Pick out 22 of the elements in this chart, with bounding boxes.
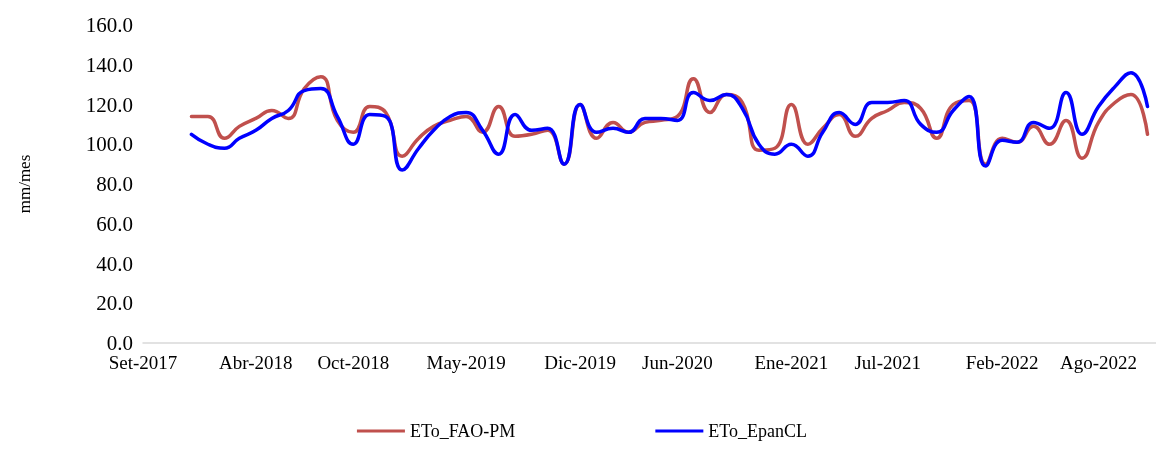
y-tick-label: 80.0 — [96, 172, 133, 196]
x-tick-label: Jun-2020 — [642, 352, 713, 373]
x-tick-label: Abr-2018 — [219, 352, 293, 373]
legend-label: ETo_EpanCL — [708, 421, 808, 441]
x-tick-label: Dic-2019 — [544, 352, 616, 373]
x-tick-label: Ago-2022 — [1059, 352, 1138, 373]
x-tick-label: Set-2017 — [108, 352, 178, 373]
y-tick-label: 20.0 — [96, 291, 133, 316]
x-tick-label: Oct-2018 — [317, 352, 390, 373]
y-tick-label: 100.0 — [85, 132, 133, 157]
x-tick-label: Jul-2021 — [854, 352, 921, 373]
y-tick-label: 120.0 — [85, 92, 133, 117]
y-tick-label: 60.0 — [96, 211, 133, 236]
y-tick-label: 160.0 — [85, 13, 133, 37]
legend-label: ETo_FAO-PM — [409, 421, 516, 441]
x-tick-label: Feb-2022 — [965, 352, 1039, 373]
y-axis-title: mm/mes — [15, 154, 34, 214]
x-tick-label: Ene-2021 — [754, 352, 829, 373]
y-tick-label: 140.0 — [85, 52, 133, 77]
x-tick-label: May-2019 — [426, 352, 506, 373]
y-tick-label: 0.0 — [106, 331, 133, 355]
y-tick-label: 40.0 — [96, 251, 133, 276]
